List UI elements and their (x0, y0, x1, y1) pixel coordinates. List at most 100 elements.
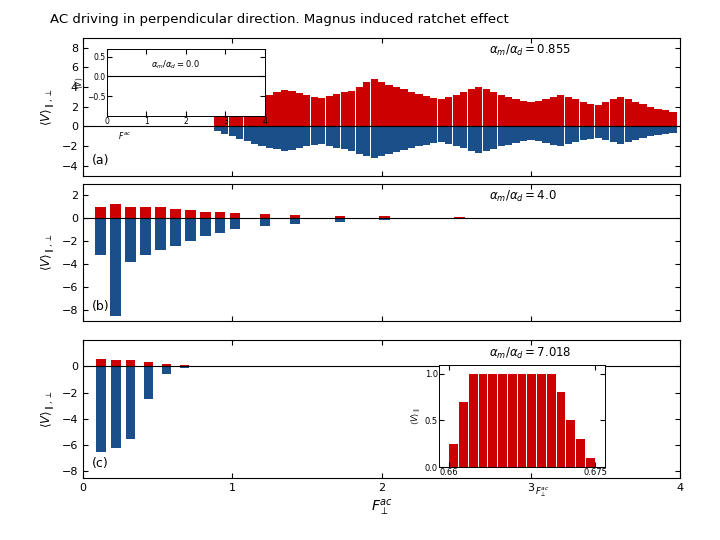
Bar (567, 421, 575, 467)
Text: $\alpha_m/\alpha_d= 4.0$: $\alpha_m/\alpha_d= 4.0$ (489, 189, 557, 204)
Bar (482, 126, 490, 151)
Bar (639, 104, 647, 126)
Bar (393, 87, 400, 126)
Bar (335, 218, 345, 222)
Bar (230, 213, 240, 218)
Bar (96, 359, 106, 367)
Bar (498, 95, 505, 126)
Bar (251, 99, 258, 126)
Bar (363, 82, 370, 126)
Text: (a): (a) (91, 154, 109, 167)
Bar (586, 458, 595, 467)
Bar (449, 444, 458, 467)
Bar (498, 126, 505, 146)
Bar (311, 97, 318, 126)
Text: (c): (c) (91, 457, 109, 470)
Bar (617, 126, 624, 144)
Bar (610, 126, 617, 142)
Bar (140, 206, 150, 218)
Bar (266, 95, 273, 126)
Bar (126, 367, 135, 438)
Bar (479, 374, 487, 467)
Bar (557, 126, 564, 146)
Bar (595, 105, 602, 126)
Bar (662, 126, 669, 134)
Bar (385, 126, 392, 154)
Bar (356, 126, 363, 154)
Bar (588, 104, 594, 126)
Bar (535, 101, 542, 126)
Bar (341, 126, 348, 149)
Bar (508, 374, 517, 467)
Bar (110, 204, 121, 218)
Text: $\alpha_m/\alpha_d= 7.018$: $\alpha_m/\alpha_d= 7.018$ (489, 346, 572, 361)
Bar (200, 218, 210, 237)
Bar (230, 218, 240, 230)
Bar (654, 126, 662, 135)
Bar (513, 126, 520, 143)
Bar (393, 126, 400, 152)
Bar (624, 126, 631, 142)
Bar (488, 374, 498, 467)
Text: $\alpha_m/\alpha_d= 0.0$: $\alpha_m/\alpha_d= 0.0$ (151, 58, 199, 71)
Bar (185, 218, 196, 241)
Bar (453, 95, 460, 126)
Bar (460, 126, 467, 148)
Y-axis label: $\langle V\rangle$: $\langle V\rangle$ (74, 76, 85, 89)
Y-axis label: $\langle V\rangle_{\parallel,\perp}$: $\langle V\rangle_{\parallel,\perp}$ (39, 234, 56, 271)
Bar (289, 218, 300, 224)
Bar (156, 206, 166, 218)
Bar (518, 374, 526, 467)
Bar (170, 218, 181, 246)
Bar (580, 102, 587, 126)
Bar (348, 91, 355, 126)
Bar (535, 126, 542, 141)
Bar (371, 79, 378, 126)
Bar (475, 126, 482, 153)
Y-axis label: $\langle V\rangle_{\parallel,\perp}$: $\langle V\rangle_{\parallel,\perp}$ (39, 390, 56, 428)
Bar (200, 212, 210, 218)
Bar (170, 209, 181, 218)
Bar (475, 87, 482, 126)
Bar (385, 85, 392, 126)
Bar (632, 102, 639, 126)
Bar (415, 94, 423, 126)
Bar (438, 99, 445, 126)
Bar (468, 126, 474, 151)
Bar (274, 92, 281, 126)
Bar (460, 92, 467, 126)
Bar (468, 89, 474, 126)
Bar (318, 126, 325, 144)
Bar (243, 126, 251, 141)
Bar (179, 365, 189, 367)
Bar (520, 126, 527, 141)
Bar (528, 126, 534, 140)
Bar (333, 126, 341, 148)
Bar (576, 439, 585, 467)
Bar (564, 126, 572, 144)
Bar (110, 218, 121, 315)
Bar (527, 374, 536, 467)
Text: (b): (b) (91, 300, 109, 313)
Bar (588, 126, 594, 139)
Bar (632, 126, 639, 140)
Bar (266, 126, 273, 148)
Bar (214, 117, 221, 126)
Bar (647, 126, 654, 136)
Text: $\alpha_m/\alpha_d= 0.855$: $\alpha_m/\alpha_d= 0.855$ (489, 43, 571, 58)
Bar (602, 126, 609, 140)
Bar (236, 126, 243, 139)
Bar (251, 126, 258, 144)
Bar (258, 97, 266, 126)
X-axis label: $F^{ac}_{\perp}$: $F^{ac}_{\perp}$ (535, 485, 549, 499)
Bar (557, 393, 565, 467)
Bar (542, 99, 549, 126)
Bar (423, 96, 430, 126)
Bar (379, 218, 390, 220)
Bar (602, 102, 609, 126)
Bar (229, 126, 235, 136)
Bar (185, 210, 196, 218)
Bar (215, 212, 225, 218)
Bar (415, 126, 423, 146)
Bar (454, 217, 464, 218)
